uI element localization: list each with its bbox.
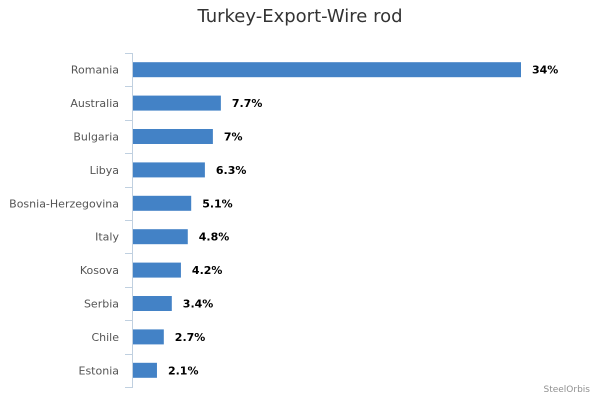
- category-tick-label: Italy: [95, 231, 119, 244]
- category-tick-label: Romania: [71, 64, 119, 77]
- data-label: 2.7%: [175, 331, 206, 344]
- data-label: 7%: [224, 131, 243, 144]
- bar[interactable]: [133, 162, 205, 178]
- category-tick-label: Estonia: [79, 364, 120, 377]
- bar[interactable]: [133, 62, 521, 78]
- category-tick-label: Serbia: [84, 298, 119, 311]
- data-label: 3.4%: [183, 298, 214, 311]
- bar[interactable]: [133, 95, 221, 111]
- category-axis: Romania Australia Bulgaria Libya Bosnia-Herz…: [9, 53, 133, 388]
- category-tick-label: Chile: [91, 331, 119, 344]
- category-tick-label: Kosova: [80, 264, 119, 277]
- data-label: 5.1%: [202, 197, 233, 210]
- data-labels: 34% 7.7% 7% 6.3% 5.1% 4.8% 4.2% 3.4% 2.7% 2.1%: [168, 64, 558, 378]
- data-label: 4.2%: [192, 264, 223, 277]
- bar[interactable]: [133, 262, 181, 278]
- bar[interactable]: [133, 362, 157, 378]
- bar[interactable]: [133, 296, 172, 311]
- bar[interactable]: [133, 195, 192, 211]
- chart-title: Turkey-Export-Wire rod: [197, 6, 403, 27]
- category-tick-label: Bulgaria: [73, 131, 119, 144]
- bar[interactable]: [133, 329, 164, 345]
- data-label: 2.1%: [168, 364, 199, 377]
- data-label: 6.3%: [216, 164, 247, 177]
- bar[interactable]: [133, 229, 188, 245]
- credit-label: SteelOrbis: [543, 385, 590, 395]
- category-tick-label: Libya: [90, 164, 119, 177]
- data-label: 7.7%: [232, 97, 263, 110]
- bars: [133, 62, 521, 378]
- data-label: 4.8%: [199, 231, 230, 244]
- bar[interactable]: [133, 129, 213, 144]
- category-tick-label: Australia: [70, 97, 119, 110]
- data-label: 34%: [532, 64, 558, 77]
- category-tick-label: Bosnia-Herzegovina: [9, 197, 119, 210]
